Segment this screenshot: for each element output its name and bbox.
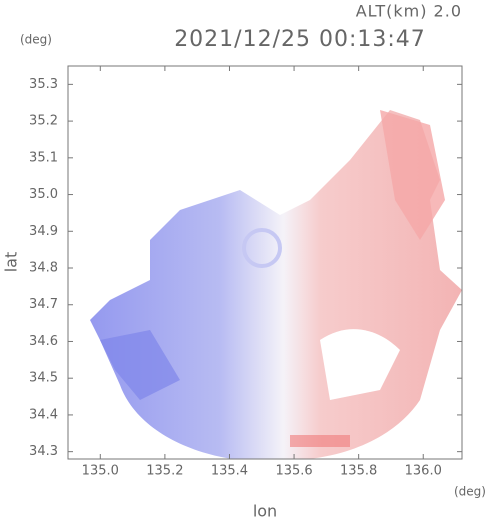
y-tick-label: 35.2 [29,114,58,129]
chart-title: 2021/12/25 00:13:47 [174,27,426,52]
y-tick-label: 34.6 [29,334,58,349]
x-unit: (deg) [454,485,486,499]
y-unit: (deg) [20,33,52,47]
x-tick-label: 135.2 [146,464,183,479]
x-axis-label: lon [253,502,277,521]
radar-echo [90,110,462,459]
y-tick-label: 34.5 [29,371,58,386]
x-tick-label: 135.6 [275,464,312,479]
x-tick-label: 136.0 [405,464,442,479]
x-tick-label: 135.4 [211,464,248,479]
y-tick-label: 35.3 [29,77,58,92]
y-tick-label: 34.7 [29,297,58,312]
y-axis-label: lat [2,252,21,273]
altitude-label: ALT(km) 2.0 [356,2,462,21]
y-tick-label: 35.0 [29,187,58,202]
y-tick-label: 35.1 [29,150,58,165]
y-tick-label: 34.8 [29,261,58,276]
x-tick-label: 135.0 [82,464,119,479]
x-tick-label: 135.8 [340,464,377,479]
y-tick-label: 34.3 [29,444,58,459]
y-tick-label: 34.9 [29,224,58,239]
y-tick-label: 34.4 [29,407,58,422]
plot-frame [67,65,463,460]
